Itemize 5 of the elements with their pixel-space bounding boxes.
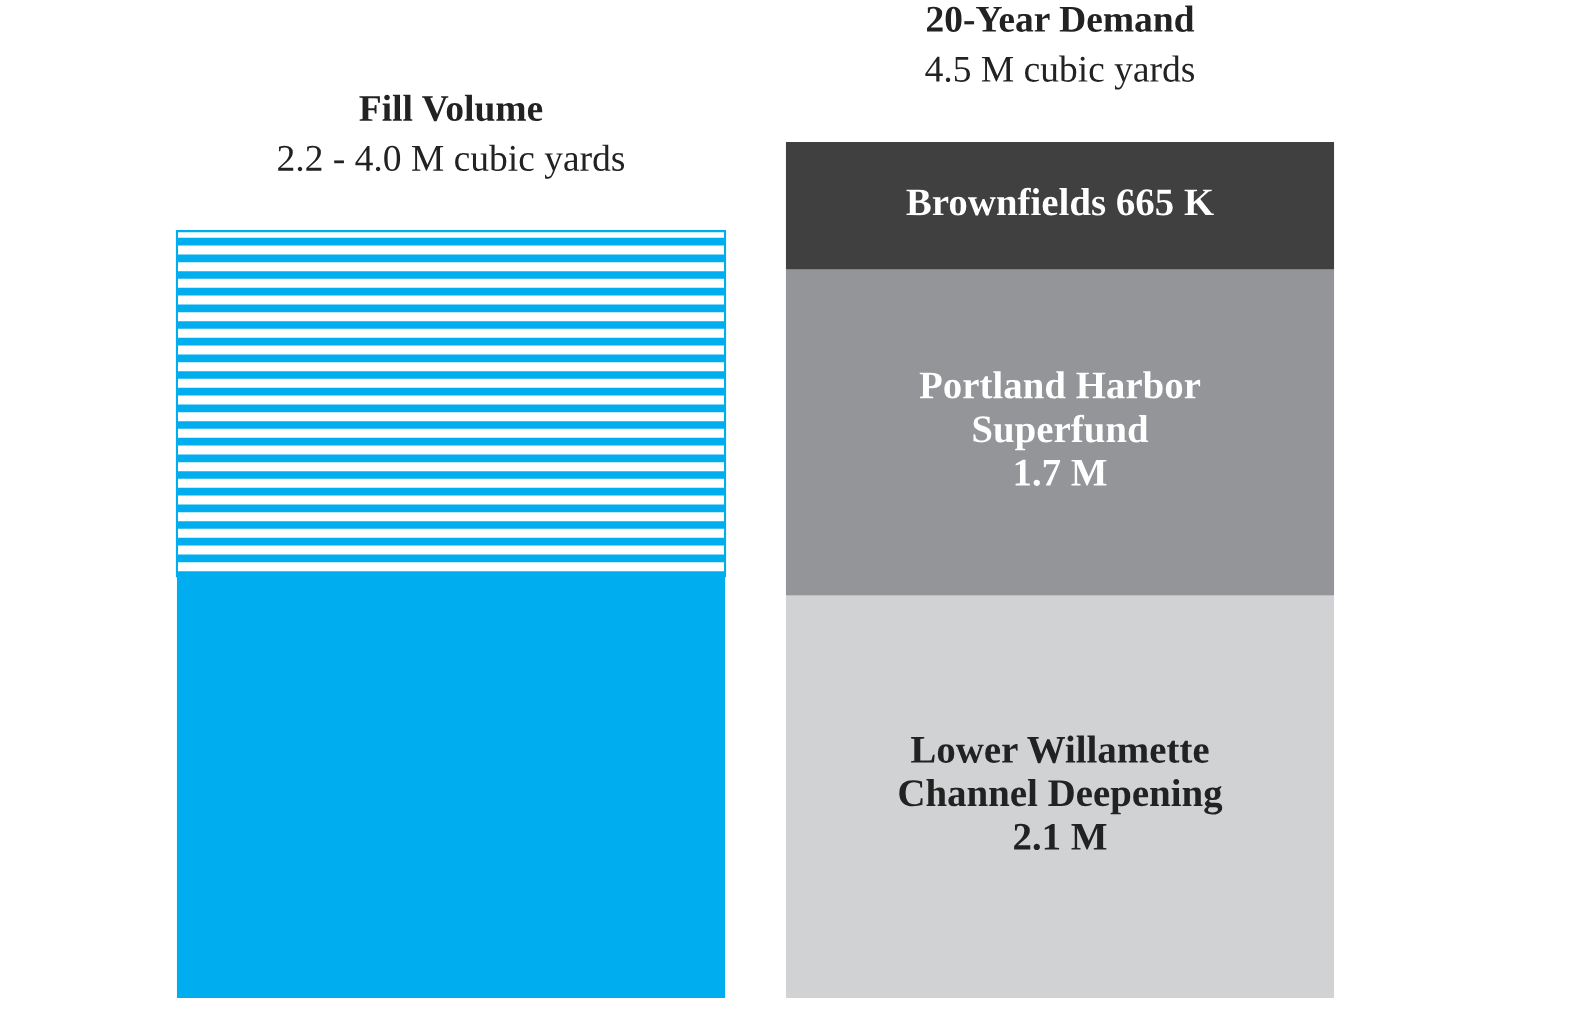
annotation: Fill Volume 2.2 - 4.0 M cubic yards — [278, 94, 625, 179]
text: 20-Year Demand 4.5 M cubic yards — [925, 5, 1195, 90]
data-label: Brownfields 665 K — [906, 187, 1214, 216]
data-label: Lower Willamette Channel Deepening 2.1 M — [899, 735, 1223, 851]
data-label: Portland Harbor Superfund 1.7 M — [919, 371, 1201, 486]
